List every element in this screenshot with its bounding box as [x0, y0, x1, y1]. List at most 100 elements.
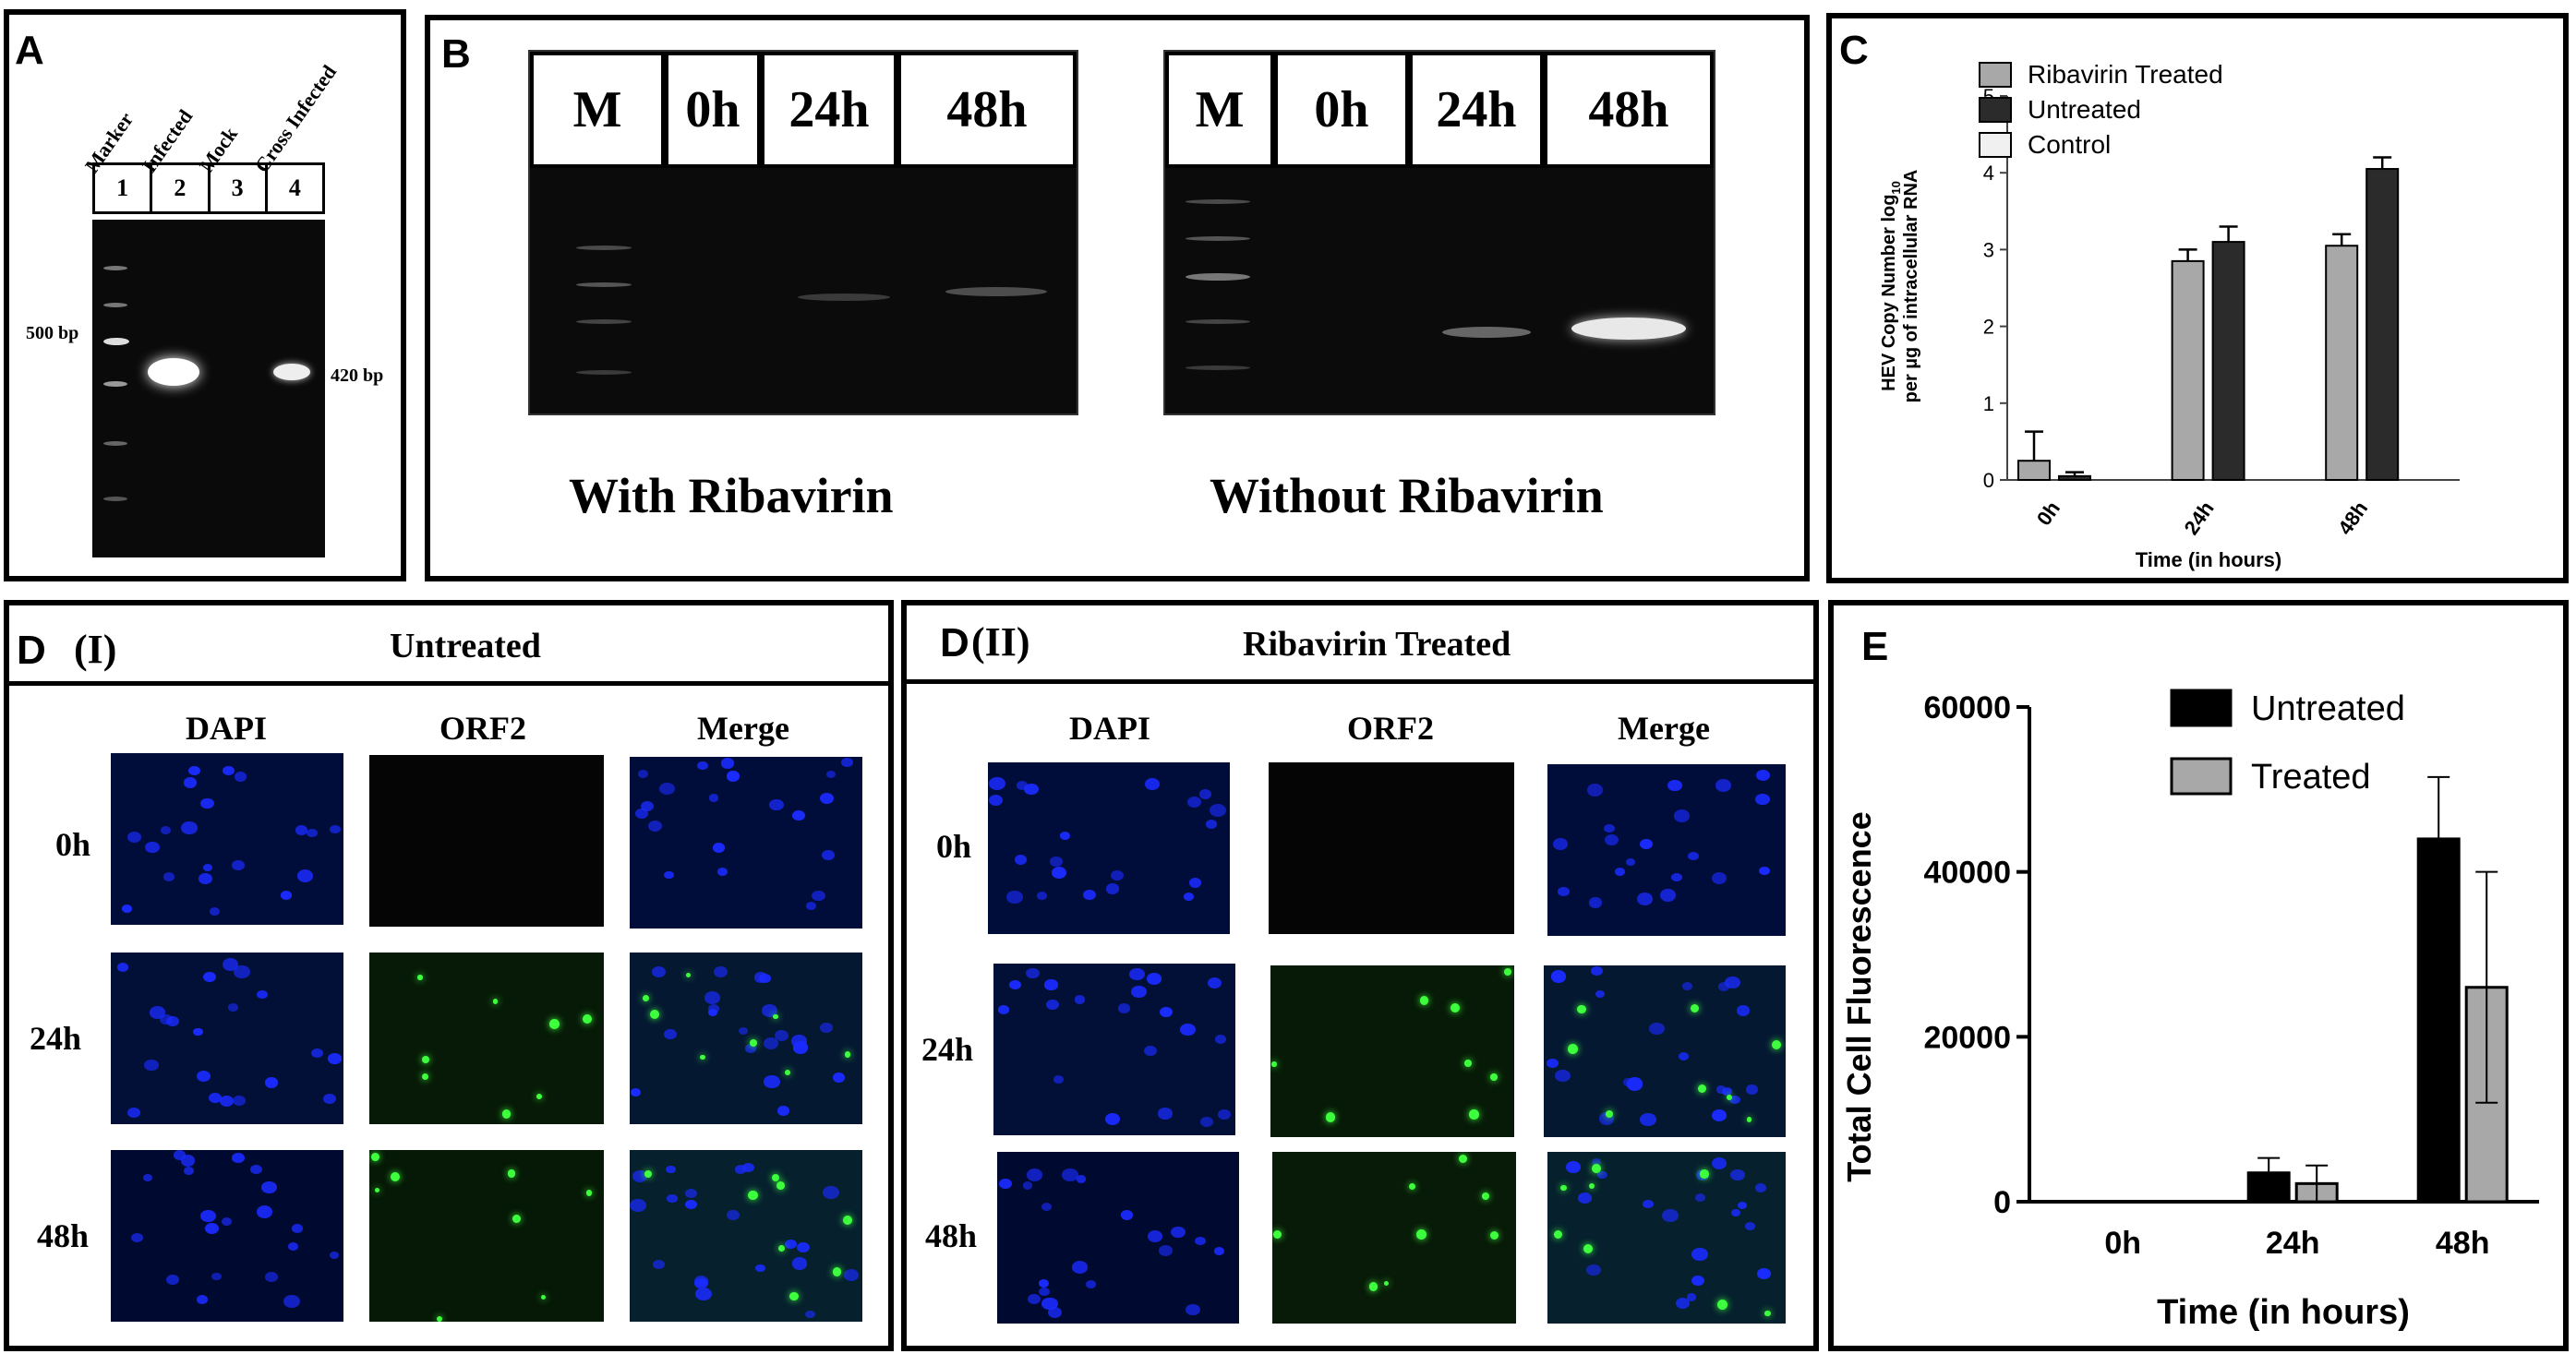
nucleus	[1566, 1160, 1581, 1173]
nucleus	[122, 904, 133, 914]
row-24h: 24h	[921, 1031, 974, 1068]
nucleus	[311, 1048, 323, 1058]
nucleus	[199, 872, 213, 884]
nucleus	[1120, 1210, 1134, 1220]
column-orf2: ORF2	[439, 710, 526, 747]
nucleus	[222, 765, 235, 776]
nucleus	[1148, 1229, 1163, 1242]
nucleus	[1159, 1244, 1173, 1256]
chart-c-y-tick-label: 2	[1983, 316, 1994, 339]
nucleus	[776, 1105, 790, 1116]
row-0h: 0h	[55, 826, 91, 863]
orf2-signal	[844, 1050, 851, 1058]
orf2-signal	[784, 1070, 790, 1076]
orf2-signal	[1691, 1003, 1700, 1013]
nucleus	[792, 1041, 809, 1054]
chart-e-y-tick-label: 20000	[1923, 1020, 2011, 1055]
column-dapi: DAPI	[1069, 710, 1150, 747]
nucleus	[296, 869, 314, 882]
orf2-signal	[436, 1315, 443, 1322]
nucleus	[664, 1029, 677, 1040]
orf2-signal	[585, 1190, 593, 1196]
nucleus	[330, 824, 341, 833]
nucleus	[707, 1008, 718, 1017]
nucleus	[1145, 777, 1161, 790]
nucleus	[634, 808, 649, 820]
chart-c-x-tick-label: 24h	[2179, 497, 2218, 539]
nucleus	[742, 1162, 754, 1172]
nucleus	[796, 1242, 810, 1253]
chart-c-legend-label: Ribavirin Treated	[2028, 60, 2223, 89]
nucleus	[1615, 868, 1626, 877]
nucleus	[1014, 854, 1027, 865]
nucleus	[1637, 892, 1654, 905]
nucleus	[648, 820, 663, 832]
orf2-signal	[417, 975, 423, 980]
orf2-signal	[1771, 1040, 1782, 1050]
nucleus	[173, 1150, 186, 1160]
orf2-signal	[685, 973, 691, 978]
row-48h: 48h	[37, 1217, 90, 1254]
nucleus	[127, 832, 142, 844]
orf2-signal	[1325, 1112, 1336, 1122]
micrograph-dapi-0h	[111, 753, 343, 925]
nucleus	[323, 1093, 337, 1104]
nucleus	[1682, 982, 1693, 991]
orf2-signal	[1383, 1280, 1390, 1287]
lane-head-24h: 24h	[761, 52, 897, 168]
nucleus	[232, 1152, 245, 1163]
chart-c-legend-swatch	[1979, 62, 2012, 88]
nucleus	[1667, 779, 1682, 792]
nucleus	[1588, 896, 1603, 908]
nucleus	[160, 1014, 173, 1024]
row-48h: 48h	[925, 1217, 978, 1254]
nucleus	[208, 1092, 222, 1103]
nucleus	[833, 1072, 846, 1083]
nucleus	[1028, 1293, 1041, 1304]
nucleus	[203, 971, 217, 983]
panel-a-label: A	[15, 28, 44, 73]
orf2-signal	[649, 1009, 660, 1020]
orf2-signal	[1717, 1300, 1728, 1311]
orf2-signal	[644, 1170, 653, 1179]
marker-size-label: 500 bp	[26, 323, 79, 343]
orf2-signal	[536, 1094, 542, 1100]
nucleus	[667, 1194, 678, 1204]
nucleus	[1550, 970, 1567, 983]
nucleus	[825, 770, 837, 779]
nucleus	[184, 1166, 194, 1175]
nucleus	[1754, 1182, 1767, 1192]
nucleus	[1024, 783, 1040, 796]
panel-b-label: B	[441, 31, 471, 77]
nucleus	[1129, 967, 1146, 981]
lane-head-48h: 48h	[897, 52, 1077, 168]
nucleus	[200, 1209, 217, 1223]
chart-e-ylabel: Total Cell Fluorescence	[1840, 811, 1878, 1181]
nucleus	[745, 1044, 757, 1053]
panel-c: C HEV Copy Number log10 per µg of intrac…	[1826, 13, 2569, 583]
nucleus	[1755, 769, 1771, 782]
nucleus	[1648, 1022, 1665, 1036]
nucleus	[1061, 1168, 1078, 1182]
chart-c-bar	[2211, 241, 2245, 482]
nucleus	[1675, 1298, 1691, 1310]
nucleus	[755, 1264, 765, 1273]
chart-c-legend-label: Control	[2028, 130, 2111, 159]
orf2-signal	[1697, 1084, 1707, 1094]
micrograph-orf2-48h	[369, 1150, 604, 1322]
lane-number-3: 3	[211, 165, 268, 211]
nucleus	[1050, 857, 1063, 867]
nucleus	[1711, 1157, 1727, 1170]
chart-c-y-tick-label: 4	[1983, 162, 1994, 185]
orf2-signal	[1746, 1117, 1751, 1122]
micrograph-orf2-0h	[1269, 762, 1514, 934]
nucleus	[1086, 1279, 1097, 1288]
marker-band	[103, 303, 127, 307]
chart-c-bar	[2017, 460, 2051, 482]
nucleus	[653, 1260, 665, 1270]
svg-text:HEV Copy Number log10: HEV Copy Number log10	[1879, 181, 1903, 391]
nucleus	[1184, 893, 1195, 902]
panel-d1-label: D	[17, 628, 46, 673]
column-dapi: DAPI	[186, 710, 267, 747]
nucleus	[1158, 1108, 1173, 1120]
